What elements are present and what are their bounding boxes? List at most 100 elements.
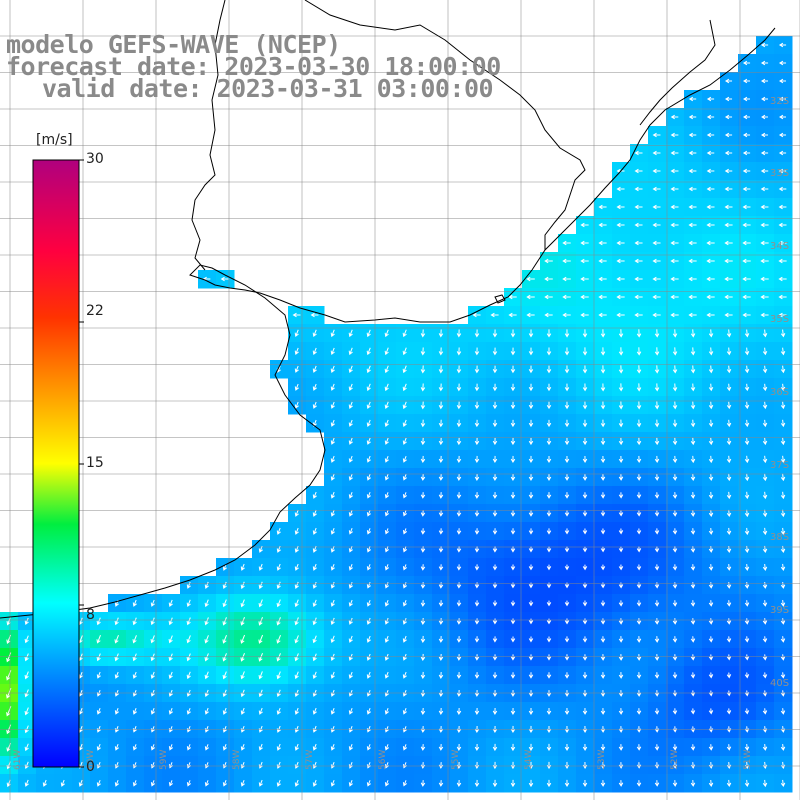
- wind-arrow: [384, 528, 390, 535]
- wind-arrow: [598, 294, 607, 300]
- wind-arrow: [348, 347, 353, 356]
- wind-arrow: [688, 312, 697, 318]
- wind-arrow: [726, 744, 732, 751]
- wind-arrow: [600, 744, 606, 751]
- wind-arrow: [330, 761, 335, 769]
- wind-arrow: [384, 347, 389, 356]
- wind-arrow: [762, 401, 768, 410]
- wind-arrow: [672, 636, 678, 643]
- wind-arrow: [492, 779, 498, 788]
- wind-arrow: [634, 294, 643, 300]
- wind-arrow: [240, 563, 245, 571]
- wind-arrow: [780, 455, 786, 464]
- wind-arrow: [384, 617, 389, 625]
- wind-arrow: [312, 743, 317, 751]
- wind-arrow: [294, 743, 299, 751]
- wind-arrow: [366, 474, 371, 481]
- wind-arrow: [726, 618, 732, 625]
- wind-arrow: [744, 779, 750, 788]
- wind-arrow: [760, 42, 769, 48]
- wind-arrow: [384, 383, 389, 392]
- wind-arrow: [528, 419, 534, 428]
- forecast-date: forecast date: 2023-03-30 18:00:00: [6, 52, 501, 81]
- wind-arrow: [598, 204, 607, 210]
- wind-arrow: [779, 96, 787, 102]
- wind-arrow: [96, 761, 101, 769]
- wind-arrow: [168, 653, 173, 662]
- wind-arrow: [690, 419, 696, 428]
- wind-arrow: [456, 401, 462, 410]
- wind-arrow: [330, 779, 335, 787]
- wind-arrow: [726, 636, 732, 643]
- wind-arrow: [654, 528, 660, 535]
- wind-arrow: [672, 600, 678, 607]
- wind-arrow: [762, 365, 768, 374]
- wind-arrow: [582, 455, 588, 464]
- wind-arrow: [222, 780, 227, 787]
- wind-arrow: [580, 294, 589, 300]
- wind-arrow: [546, 510, 552, 517]
- wind-arrow: [742, 132, 751, 138]
- wind-arrow: [762, 437, 768, 446]
- wind-arrow: [652, 258, 661, 264]
- wind-arrow: [456, 618, 462, 625]
- wind-arrow: [546, 347, 552, 356]
- wind-arrow: [348, 635, 353, 643]
- wind-arrow: [402, 365, 407, 374]
- wind-arrow: [580, 240, 589, 246]
- wind-arrow: [582, 600, 588, 607]
- wind-arrow: [672, 780, 678, 787]
- wind-arrow: [564, 437, 570, 446]
- wind-arrow: [510, 492, 516, 499]
- wind-arrow: [114, 653, 119, 662]
- wind-arrow: [240, 671, 245, 680]
- wind-arrow: [348, 455, 353, 463]
- wind-arrow: [348, 780, 353, 787]
- wind-arrow: [616, 276, 625, 282]
- wind-arrow: [474, 419, 480, 428]
- wind-arrow: [474, 473, 480, 481]
- latitude-label: 36S: [770, 387, 789, 398]
- wind-arrow: [672, 654, 678, 661]
- wind-arrow: [402, 492, 408, 499]
- wind-arrow: [186, 707, 191, 715]
- wind-arrow: [778, 204, 787, 210]
- wind-arrow: [654, 437, 660, 446]
- wind-arrow: [690, 510, 696, 517]
- wind-arrow: [708, 473, 714, 482]
- wind-arrow: [582, 708, 588, 715]
- wind-arrow: [762, 473, 768, 482]
- wind-arrow: [708, 401, 714, 410]
- wind-arrow: [366, 365, 371, 374]
- wind-arrow: [294, 671, 299, 680]
- wind-arrow: [670, 168, 679, 174]
- wind-arrow: [654, 636, 660, 643]
- wind-arrow: [348, 617, 353, 625]
- wind-arrow: [778, 258, 787, 264]
- wind-arrow: [634, 222, 643, 228]
- wind-arrow: [706, 204, 715, 210]
- wind-arrow: [654, 383, 660, 392]
- wind-arrow: [654, 474, 660, 481]
- wind-arrow: [724, 294, 733, 300]
- wind-arrow: [222, 707, 227, 715]
- wind-arrow: [420, 600, 426, 607]
- wind-arrow: [492, 510, 498, 517]
- latitude-label: 33S: [770, 168, 789, 179]
- wind-arrow: [652, 294, 661, 300]
- wind-arrow: [186, 635, 191, 644]
- wind-arrow: [348, 383, 353, 391]
- wind-arrow: [582, 437, 588, 446]
- wind-arrow: [420, 437, 426, 446]
- wind-arrow: [688, 222, 697, 228]
- coastline-path: [0, 27, 776, 619]
- wind-arrow: [96, 779, 101, 787]
- wind-arrow: [420, 401, 426, 410]
- wind-arrow: [708, 437, 714, 446]
- wind-arrow: [706, 258, 715, 264]
- wind-arrow: [402, 437, 407, 445]
- wind-arrow: [420, 617, 426, 625]
- wind-arrow: [724, 114, 733, 120]
- wind-arrow: [654, 365, 660, 374]
- longitude-label: 52W: [670, 750, 680, 770]
